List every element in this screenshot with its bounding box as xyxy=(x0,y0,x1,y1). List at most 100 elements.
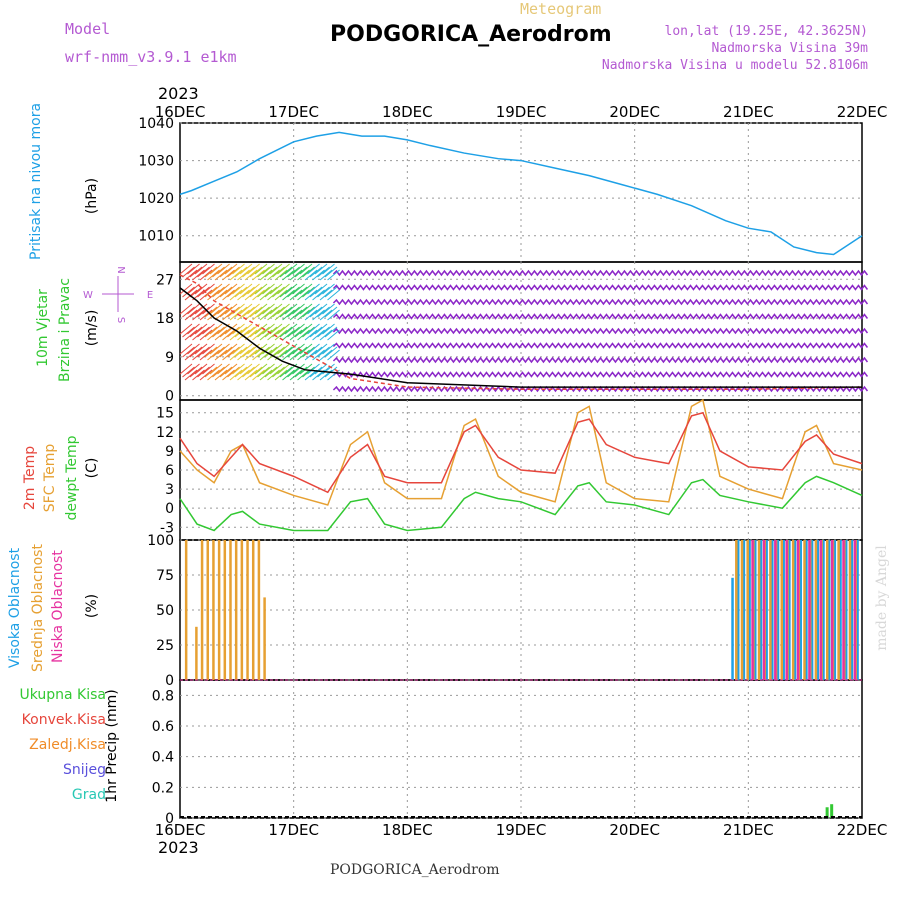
wind-barb xyxy=(297,349,310,361)
wind-barb xyxy=(299,283,313,295)
wind-barb xyxy=(197,266,210,278)
wind-barb xyxy=(264,306,278,318)
wind-barb xyxy=(324,266,338,278)
wind-barb xyxy=(189,286,203,298)
wind-barb xyxy=(262,283,275,295)
wind-barb xyxy=(264,346,278,358)
y-tick-cloud: 0 xyxy=(165,673,174,689)
high-cloud-bar xyxy=(810,540,814,680)
wind-barb xyxy=(197,306,210,318)
wind-barb-row xyxy=(332,327,869,335)
wind-barb xyxy=(284,303,298,315)
y-tick-cloud: 100 xyxy=(147,533,174,549)
wind-speed-line xyxy=(179,287,862,388)
wind-barb xyxy=(302,286,315,298)
wind-barb xyxy=(227,366,240,378)
wind-barb xyxy=(269,343,283,355)
high-cloud-bar xyxy=(754,540,757,680)
wind-barb xyxy=(254,363,268,375)
mid-cloud-bar xyxy=(234,540,238,680)
wind-barb xyxy=(317,326,330,338)
elevation-label: Nadmorska Visina 39m xyxy=(711,41,868,56)
mid-cloud-bar xyxy=(735,540,738,680)
wind-barb xyxy=(252,369,265,381)
time-label-top: 16DEC xyxy=(155,103,206,121)
y-tick-temp: -3 xyxy=(160,520,174,536)
wind-barb xyxy=(209,283,223,295)
precip-legend-frz: Zaledj.Kisa xyxy=(29,737,106,753)
wind-barb xyxy=(249,366,263,378)
station-title: PODGORICA_Aerodrom xyxy=(330,22,612,47)
wind-barb xyxy=(219,326,233,338)
wind-barb xyxy=(242,366,255,378)
wind-barb xyxy=(317,286,330,298)
wind-barb xyxy=(312,269,325,281)
wind-barb xyxy=(307,283,320,295)
low-cloud-bar xyxy=(808,540,811,680)
wind-barb xyxy=(299,323,313,335)
time-label-bottom: 22DEC xyxy=(837,821,888,839)
wind-barb xyxy=(284,283,298,295)
wind-barb xyxy=(234,366,248,378)
mid-cloud-bar xyxy=(780,540,784,680)
wind-barb xyxy=(319,349,333,361)
time-label-bottom: 17DEC xyxy=(268,821,319,839)
y-tick-wind: 27 xyxy=(156,272,174,288)
low-cloud-bar xyxy=(796,540,800,680)
wind-barb xyxy=(317,346,330,358)
wind-barb xyxy=(319,309,333,321)
mid-cloud-bar xyxy=(195,626,198,680)
wind-barb xyxy=(187,323,200,335)
wind-barb xyxy=(199,309,213,321)
precip-legend-rain: Ukupna Kisa xyxy=(19,687,106,703)
wind-barb xyxy=(244,369,258,381)
wind-barb xyxy=(182,266,195,278)
wind-barb xyxy=(182,366,195,378)
wind-barb xyxy=(227,286,240,298)
wind-barb xyxy=(229,269,243,281)
wind-barb xyxy=(259,269,273,281)
wind-barb xyxy=(327,349,340,361)
wind-barb xyxy=(214,329,228,341)
wind-barb xyxy=(322,343,335,355)
wind-barb xyxy=(182,306,195,318)
wind-barb xyxy=(179,343,193,355)
low-cloud-bar xyxy=(830,540,834,680)
time-label-bottom: 21DEC xyxy=(723,821,774,839)
wind-barb xyxy=(239,323,253,335)
wind-barb xyxy=(279,366,293,378)
wind-barb xyxy=(279,266,293,278)
wind-barb xyxy=(184,289,198,301)
wind-barb xyxy=(312,329,325,341)
wind-barb xyxy=(259,329,273,341)
high-cloud-bar xyxy=(827,540,831,680)
time-label-top: 20DEC xyxy=(609,103,660,121)
wind-barb xyxy=(314,323,328,335)
wind-barb xyxy=(212,286,225,298)
mid-cloud-bar xyxy=(257,540,261,680)
wind-barb xyxy=(247,343,260,355)
wind-barb xyxy=(209,363,223,375)
wind-barb xyxy=(262,323,275,335)
wind-barb xyxy=(204,306,218,318)
wind-barb xyxy=(242,346,255,358)
wind-barb xyxy=(199,269,213,281)
wind-barb xyxy=(252,269,265,281)
wind-barb xyxy=(314,303,328,315)
wind-barb xyxy=(194,363,208,375)
wind-barb xyxy=(229,289,243,301)
wind-barb xyxy=(287,306,300,318)
wind-barb xyxy=(262,303,275,315)
high-cloud-bar xyxy=(805,540,808,680)
mid-cloud-bar xyxy=(740,540,744,680)
panel-frame-precip xyxy=(179,679,863,819)
wind-barb xyxy=(289,349,303,361)
pressure-line xyxy=(179,131,863,256)
wind-barb xyxy=(209,303,223,315)
sfc-temp-line xyxy=(179,398,863,506)
wind-barb xyxy=(267,369,280,381)
high-cloud-bar xyxy=(748,540,751,680)
wind-barb xyxy=(202,283,215,295)
wind-barb xyxy=(307,363,320,375)
wind-barb xyxy=(179,323,193,335)
